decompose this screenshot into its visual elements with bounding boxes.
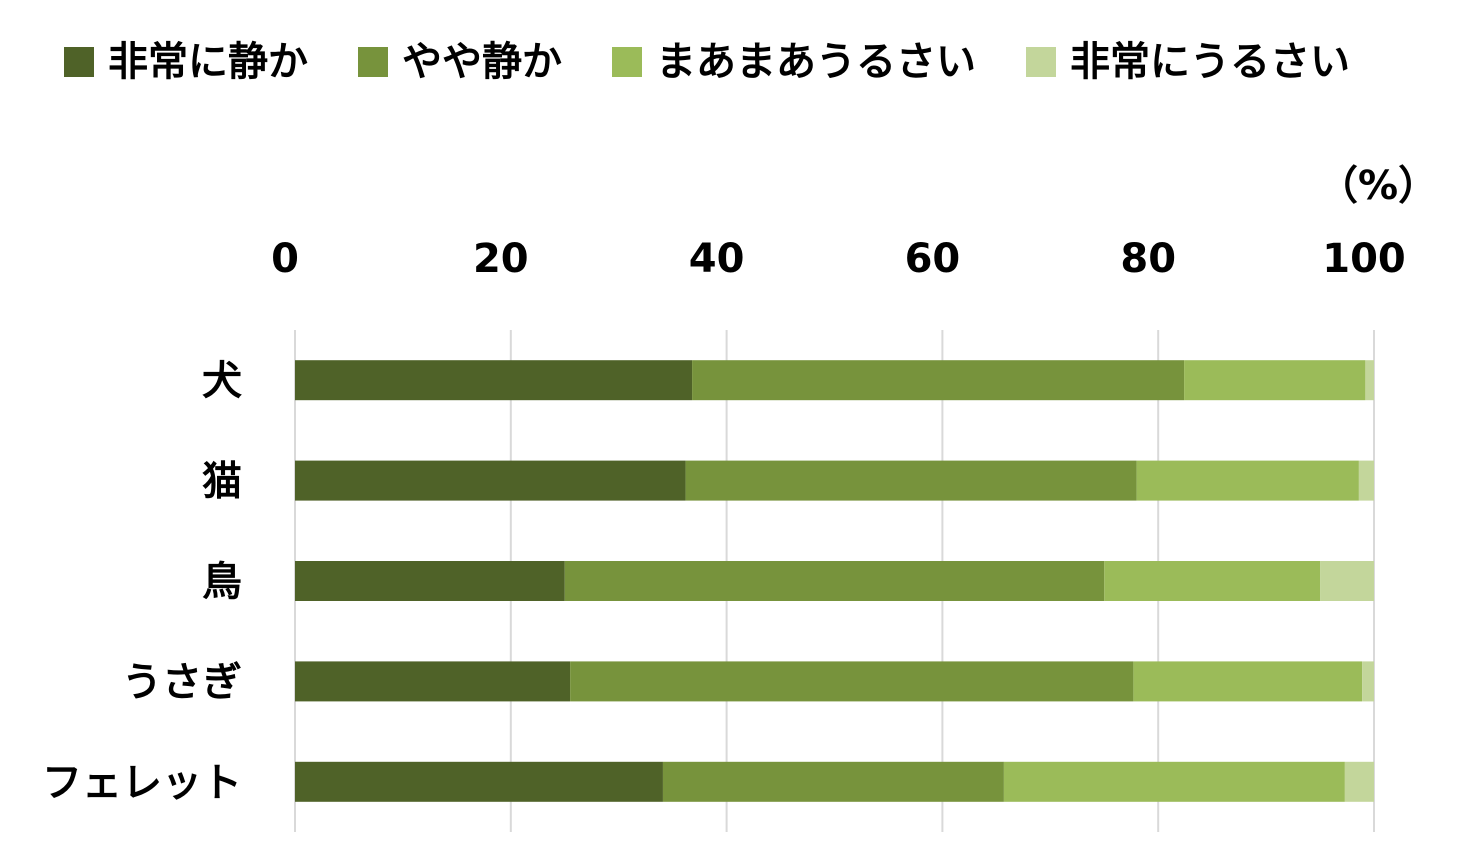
bar-somewhat-noisy xyxy=(1136,460,1359,501)
bar-very-noisy xyxy=(1344,761,1374,802)
legend-item-somewhat-quiet: やや静か xyxy=(358,42,562,82)
category-label: うさぎ xyxy=(122,659,242,705)
bar-somewhat-noisy xyxy=(1184,360,1366,401)
bar-very-noisy xyxy=(1365,360,1374,401)
category-label: 鳥 xyxy=(202,559,242,605)
x-axis-ticks: 0 20 40 60 80 100 xyxy=(271,236,1406,282)
category-label: フェレット xyxy=(42,760,242,806)
bar-somewhat-noisy xyxy=(1104,561,1321,601)
bar-somewhat-noisy xyxy=(1003,761,1345,802)
bar-very-quiet xyxy=(295,561,565,601)
legend-swatch-very-quiet xyxy=(64,47,94,77)
bar-somewhat-quiet xyxy=(564,561,1105,601)
unit-label: （%） xyxy=(1318,163,1439,209)
x-tick-label: 0 xyxy=(271,236,299,282)
x-tick-label: 60 xyxy=(905,236,961,282)
x-tick-label: 20 xyxy=(473,236,529,282)
x-tick-label: 80 xyxy=(1120,236,1176,282)
x-tick-label: 100 xyxy=(1322,236,1406,282)
bar-very-quiet xyxy=(295,460,686,501)
bar-very-noisy xyxy=(1362,661,1374,702)
bar-very-quiet xyxy=(295,360,693,401)
category-label: 猫 xyxy=(202,459,242,505)
x-tick-label: 40 xyxy=(689,236,745,282)
bar-somewhat-quiet xyxy=(685,460,1137,501)
legend-swatch-somewhat-quiet xyxy=(358,47,388,77)
bar-somewhat-quiet xyxy=(662,761,1004,802)
legend-item-very-quiet: 非常に静か xyxy=(64,42,308,82)
bar-very-noisy xyxy=(1358,460,1374,501)
legend-label-very-noisy: 非常にうるさい xyxy=(1070,39,1350,85)
legend-swatch-somewhat-noisy xyxy=(612,47,642,77)
bar-very-noisy xyxy=(1320,561,1374,601)
bar-very-quiet xyxy=(295,761,663,802)
legend-label-somewhat-quiet: やや静か xyxy=(402,39,562,85)
legend-swatch-very-noisy xyxy=(1026,47,1056,77)
bar-very-quiet xyxy=(295,661,571,702)
category-label: 犬 xyxy=(202,358,242,404)
bars xyxy=(295,360,1374,802)
bar-somewhat-noisy xyxy=(1133,661,1363,702)
legend-item-very-noisy: 非常にうるさい xyxy=(1026,42,1350,82)
legend: 非常に静か やや静か まあまあうるさい 非常にうるさい xyxy=(64,32,1350,92)
legend-item-somewhat-noisy: まあまあうるさい xyxy=(612,42,976,82)
legend-label-somewhat-noisy: まあまあうるさい xyxy=(656,39,976,85)
bar-somewhat-quiet xyxy=(692,360,1185,401)
bar-somewhat-quiet xyxy=(570,661,1134,702)
legend-label-very-quiet: 非常に静か xyxy=(108,39,308,85)
